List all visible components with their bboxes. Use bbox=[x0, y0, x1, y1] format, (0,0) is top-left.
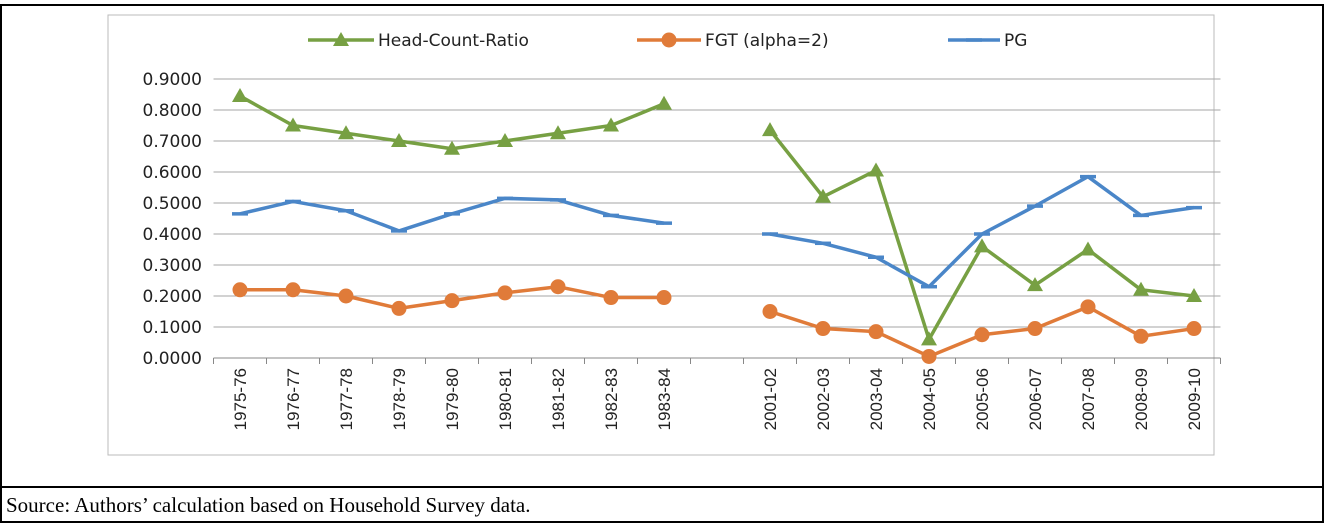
circle-marker bbox=[661, 32, 677, 48]
x-tick-label: 2006-07 bbox=[1026, 368, 1045, 430]
dash-marker bbox=[497, 196, 513, 201]
legend-item: Head-Count-Ratio bbox=[308, 31, 529, 51]
x-tick-label: 1980-81 bbox=[496, 368, 515, 430]
triangle-marker bbox=[232, 88, 248, 103]
triangle-marker bbox=[285, 117, 301, 132]
y-tick-label: 0.9000 bbox=[143, 70, 202, 90]
dash-marker bbox=[232, 212, 248, 216]
circle-marker bbox=[974, 327, 990, 343]
triangle-marker bbox=[974, 238, 990, 253]
y-tick-label: 0.2000 bbox=[143, 287, 202, 307]
x-tick-label: 2008-09 bbox=[1132, 368, 1151, 430]
dash-marker bbox=[868, 255, 884, 259]
chart: 0.0000 0.1000 0.2000 0.3000 0.4000 0.5000 0.60… bbox=[143, 31, 1221, 430]
triangle-marker bbox=[1133, 281, 1149, 296]
circle-marker bbox=[815, 321, 831, 337]
triangle-marker bbox=[1080, 241, 1096, 256]
triangle-marker bbox=[338, 125, 354, 140]
dash-marker bbox=[603, 213, 619, 218]
legend-item: PG bbox=[948, 31, 1027, 51]
circle-marker bbox=[656, 290, 672, 306]
x-tick-label: 1976-77 bbox=[284, 368, 303, 430]
triangle-marker bbox=[1027, 277, 1043, 292]
y-tick-label: 0.4000 bbox=[143, 225, 202, 245]
x-tick-label: 2005-06 bbox=[973, 368, 992, 430]
dash-marker bbox=[338, 209, 354, 213]
x-tick-label: 2007-08 bbox=[1079, 368, 1098, 430]
circle-marker bbox=[1027, 321, 1043, 337]
triangle-marker bbox=[1186, 288, 1202, 302]
dash-marker bbox=[815, 241, 831, 246]
dash-marker bbox=[966, 38, 982, 42]
legend-label: FGT (alpha=2) bbox=[705, 31, 829, 51]
triangle-marker bbox=[815, 188, 831, 203]
triangle-marker bbox=[391, 133, 407, 147]
circle-marker bbox=[1133, 328, 1149, 344]
x-tick-label: 2001-02 bbox=[761, 368, 780, 430]
x-tick-label: 1977-78 bbox=[337, 368, 356, 430]
legend-label: Head-Count-Ratio bbox=[378, 31, 529, 51]
triangle-marker bbox=[550, 125, 566, 140]
dash-marker bbox=[921, 284, 937, 289]
x-tick-label: 1981-82 bbox=[549, 368, 568, 430]
x-tick-label: 1982-83 bbox=[602, 368, 621, 430]
dash-marker bbox=[444, 212, 460, 216]
circle-marker bbox=[232, 282, 248, 298]
triangle-marker bbox=[762, 122, 778, 137]
x-tick-label: 2009-10 bbox=[1185, 368, 1204, 430]
triangle-marker bbox=[921, 331, 937, 346]
circle-marker bbox=[391, 300, 407, 316]
dash-marker bbox=[762, 232, 778, 236]
dash-marker bbox=[656, 221, 672, 225]
x-tick-label: 1975-76 bbox=[231, 368, 250, 430]
dash-marker bbox=[391, 229, 407, 233]
y-tick-label: 0.3000 bbox=[143, 256, 202, 276]
circle-marker bbox=[285, 282, 301, 298]
triangle-marker bbox=[656, 95, 672, 110]
source-frame bbox=[0, 486, 1324, 523]
x-tick-label: 2002-03 bbox=[814, 368, 833, 430]
circle-marker bbox=[868, 324, 884, 340]
dash-marker bbox=[1080, 174, 1096, 179]
circle-marker bbox=[550, 279, 566, 295]
y-tick-label: 0.8000 bbox=[143, 101, 202, 121]
dash-marker bbox=[1027, 204, 1043, 208]
circle-marker bbox=[497, 285, 513, 301]
dash-marker bbox=[1186, 205, 1202, 210]
circle-marker bbox=[1080, 299, 1096, 315]
legend-item: FGT (alpha=2) bbox=[637, 31, 829, 51]
triangle-marker bbox=[497, 133, 513, 147]
dash-marker bbox=[974, 232, 990, 236]
triangle-marker bbox=[444, 140, 460, 155]
circle-marker bbox=[444, 293, 460, 309]
chart-frame bbox=[107, 14, 1215, 456]
source-note: Source: Authors’ calculation based on Ho… bbox=[6, 493, 531, 517]
triangle-marker bbox=[333, 32, 349, 46]
x-tick-label: 2004-05 bbox=[920, 368, 939, 430]
circle-marker bbox=[338, 288, 354, 304]
dash-marker bbox=[550, 198, 566, 202]
y-tick-label: 0.0000 bbox=[143, 349, 202, 369]
series-line bbox=[239, 174, 1195, 289]
legend-label: PG bbox=[1004, 31, 1027, 51]
series-line bbox=[240, 284, 1195, 359]
circle-marker bbox=[603, 290, 619, 306]
triangle-marker bbox=[603, 117, 619, 132]
y-tick-label: 0.5000 bbox=[143, 194, 202, 214]
circle-marker bbox=[762, 304, 778, 319]
x-tick-label: 1983-84 bbox=[655, 368, 674, 430]
y-tick-label: 0.7000 bbox=[143, 132, 202, 152]
x-tick-label: 1978-79 bbox=[390, 368, 409, 430]
triangle-marker bbox=[868, 162, 884, 177]
x-tick-label: 1979-80 bbox=[443, 368, 462, 430]
y-tick-label: 0.1000 bbox=[143, 318, 202, 338]
x-tick-label: 2003-04 bbox=[867, 368, 886, 430]
circle-marker bbox=[921, 348, 937, 364]
dash-marker bbox=[285, 199, 301, 204]
circle-marker bbox=[1186, 321, 1202, 337]
dash-marker bbox=[1133, 213, 1149, 218]
y-tick-label: 0.6000 bbox=[143, 163, 202, 183]
